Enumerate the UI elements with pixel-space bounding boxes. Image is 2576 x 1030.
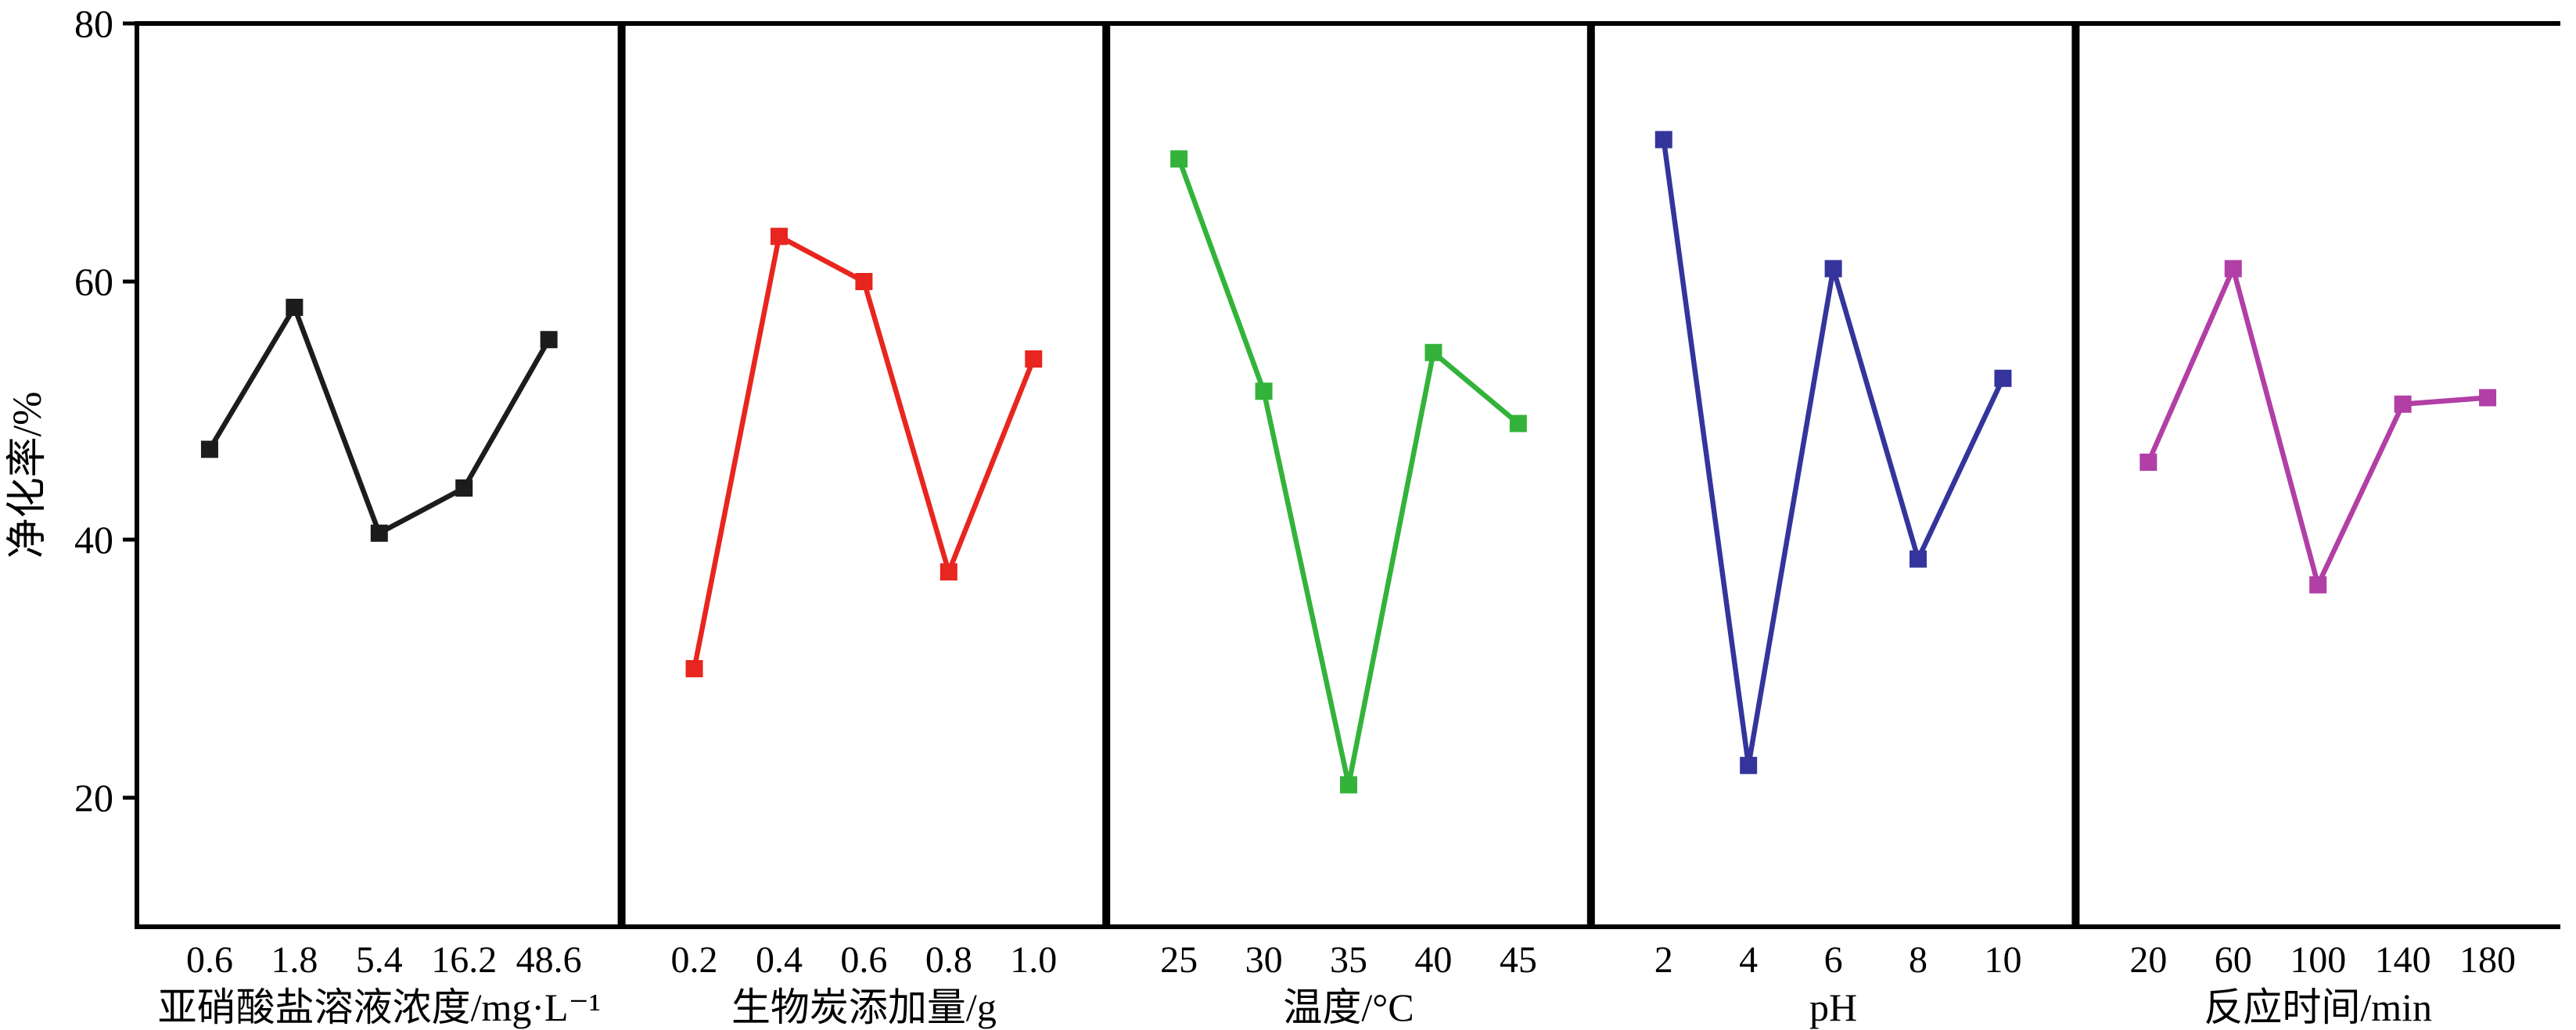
x-axis-title: 温度/°C <box>1283 985 1414 1029</box>
data-point-marker <box>1654 131 1672 149</box>
x-tick-label: 0.4 <box>756 939 803 981</box>
data-point-marker <box>770 228 788 246</box>
x-tick-label: 0.6 <box>840 939 887 981</box>
x-tick-label: 35 <box>1330 939 1367 981</box>
data-point-marker <box>1170 150 1188 168</box>
data-point-marker <box>370 524 388 542</box>
x-axis-title: pH <box>1809 985 1857 1029</box>
x-tick-label: 0.6 <box>186 939 233 981</box>
x-tick-label: 48.6 <box>516 939 582 981</box>
data-point-marker <box>2139 454 2157 471</box>
data-point-marker <box>2309 576 2327 594</box>
data-point-marker <box>855 273 873 290</box>
y-tick-label: 60 <box>74 260 113 303</box>
data-point-marker <box>200 440 218 458</box>
x-tick-label: 4 <box>1739 939 1758 981</box>
data-series-line <box>207 301 551 537</box>
data-point-marker <box>455 479 473 497</box>
data-point-marker <box>2479 389 2497 407</box>
data-point-marker <box>1824 260 1842 278</box>
x-tick-label: 60 <box>2215 939 2252 981</box>
x-tick-label: 8 <box>1909 939 1928 981</box>
x-tick-label: 1.0 <box>1010 939 1057 981</box>
x-tick-label: 0.8 <box>925 939 972 981</box>
x-axis-title: 反应时间/min <box>2204 985 2432 1029</box>
data-point-marker <box>2224 260 2242 278</box>
data-point-marker <box>1340 776 1357 794</box>
data-series-line <box>692 232 1037 669</box>
data-series-line <box>1177 158 1520 786</box>
x-tick-label: 30 <box>1245 939 1283 981</box>
x-tick-label: 45 <box>1500 939 1537 981</box>
y-axis-label: 净化率/% <box>5 392 50 559</box>
data-point-marker <box>1425 343 1442 361</box>
x-axis-title: 生物炭添加量/g <box>731 985 997 1029</box>
data-point-marker <box>1509 415 1527 432</box>
x-tick-label: 100 <box>2290 939 2346 981</box>
x-tick-label: 2 <box>1654 939 1673 981</box>
data-point-marker <box>540 331 558 349</box>
y-tick-label: 20 <box>74 776 113 820</box>
x-tick-label: 140 <box>2375 939 2431 981</box>
x-tick-label: 25 <box>1160 939 1198 981</box>
data-point-marker <box>1910 550 1928 568</box>
x-axis-title: 亚硝酸盐溶液浓度/mg·L⁻¹ <box>158 985 601 1029</box>
data-point-marker <box>685 660 703 677</box>
data-point-marker <box>1025 350 1043 368</box>
data-point-marker <box>940 563 957 581</box>
data-point-marker <box>1740 756 1758 774</box>
x-tick-label: 40 <box>1414 939 1452 981</box>
x-tick-label: 1.8 <box>271 939 318 981</box>
x-tick-label: 0.2 <box>671 939 718 981</box>
x-tick-label: 5.4 <box>356 939 403 981</box>
x-tick-label: 10 <box>1984 939 2021 981</box>
x-tick-label: 16.2 <box>431 939 497 981</box>
data-series-line <box>2146 260 2488 593</box>
x-tick-label: 6 <box>1824 939 1843 981</box>
data-point-marker <box>2394 395 2412 413</box>
x-tick-label: 20 <box>2129 939 2167 981</box>
data-series-line <box>1661 139 2006 766</box>
x-tick-label: 180 <box>2459 939 2516 981</box>
data-point-marker <box>1255 382 1273 400</box>
data-point-marker <box>1994 369 2012 387</box>
y-tick-label: 40 <box>74 518 113 562</box>
y-tick-label: 80 <box>74 2 113 45</box>
data-point-marker <box>286 299 304 316</box>
